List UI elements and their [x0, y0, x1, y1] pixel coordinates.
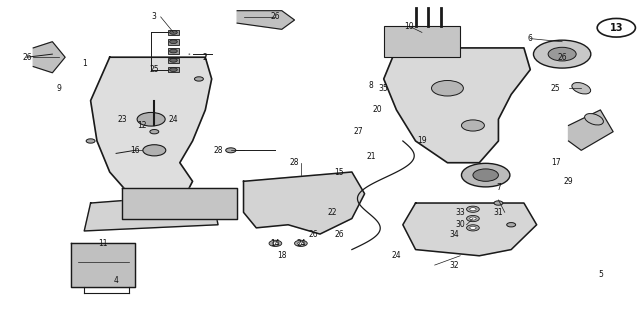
Circle shape [86, 139, 95, 143]
Circle shape [597, 18, 636, 37]
Text: 23: 23 [118, 115, 127, 124]
Circle shape [298, 242, 304, 245]
Text: 26: 26 [271, 13, 280, 21]
Ellipse shape [584, 114, 604, 125]
Circle shape [470, 217, 476, 220]
Text: 25: 25 [150, 65, 159, 74]
Polygon shape [237, 11, 294, 29]
Text: 24: 24 [392, 251, 401, 260]
Text: 8: 8 [369, 81, 373, 90]
Polygon shape [84, 194, 218, 231]
Circle shape [170, 68, 177, 71]
Polygon shape [568, 110, 613, 150]
Text: 33: 33 [455, 208, 465, 217]
Text: 6: 6 [528, 34, 532, 43]
Text: 17: 17 [551, 158, 561, 167]
Text: 32: 32 [449, 261, 459, 269]
Text: 9: 9 [56, 84, 61, 93]
Bar [168, 48, 179, 54]
Circle shape [548, 47, 576, 61]
Text: 26: 26 [309, 229, 319, 239]
Circle shape [467, 206, 479, 212]
Ellipse shape [572, 83, 591, 94]
Bar [168, 67, 179, 72]
Text: 1: 1 [82, 59, 86, 68]
Circle shape [294, 240, 307, 246]
Text: 13: 13 [609, 23, 623, 33]
Circle shape [272, 242, 278, 245]
Text: 10: 10 [404, 22, 414, 31]
Circle shape [195, 77, 204, 81]
Text: 11: 11 [99, 239, 108, 248]
Circle shape [150, 130, 159, 134]
Circle shape [461, 163, 510, 187]
Text: 35: 35 [379, 84, 388, 93]
Polygon shape [91, 57, 212, 203]
Text: 4: 4 [114, 276, 118, 285]
Circle shape [137, 112, 165, 126]
Bar [168, 30, 179, 35]
Text: 16: 16 [131, 146, 140, 155]
Text: 26: 26 [22, 53, 32, 62]
Text: 12: 12 [137, 121, 147, 130]
Circle shape [507, 223, 516, 227]
Text: 26: 26 [557, 53, 567, 62]
Circle shape [534, 40, 591, 68]
Circle shape [170, 49, 177, 53]
Text: 30: 30 [455, 220, 465, 229]
Polygon shape [33, 42, 65, 73]
Circle shape [269, 240, 282, 246]
Circle shape [170, 31, 177, 34]
Text: 15: 15 [334, 167, 344, 177]
Text: 27: 27 [353, 127, 363, 136]
Text: 7: 7 [496, 183, 501, 192]
Polygon shape [384, 48, 531, 163]
Circle shape [467, 215, 479, 222]
Bar [384, 26, 460, 57]
Text: 18: 18 [277, 251, 287, 260]
Text: 28: 28 [290, 158, 300, 167]
Circle shape [170, 40, 177, 44]
Text: 2: 2 [203, 53, 207, 62]
Text: 3: 3 [152, 13, 157, 21]
Circle shape [431, 80, 463, 96]
Text: 25: 25 [551, 84, 561, 93]
Text: 24: 24 [168, 115, 179, 124]
Circle shape [461, 120, 484, 131]
Text: 29: 29 [564, 177, 573, 186]
Circle shape [470, 226, 476, 229]
Text: 28: 28 [213, 146, 223, 155]
Circle shape [170, 59, 177, 62]
Text: 5: 5 [598, 270, 603, 279]
Circle shape [226, 148, 236, 153]
Circle shape [143, 145, 166, 156]
Text: 26: 26 [334, 229, 344, 239]
Circle shape [470, 208, 476, 211]
Circle shape [473, 169, 499, 181]
Text: 24: 24 [296, 239, 306, 248]
Polygon shape [122, 187, 237, 218]
Text: 22: 22 [328, 208, 337, 217]
Circle shape [494, 201, 503, 205]
Text: 34: 34 [449, 229, 459, 239]
Text: 20: 20 [372, 105, 382, 115]
Bar [168, 39, 179, 44]
Bar [168, 58, 179, 63]
Polygon shape [403, 203, 537, 256]
Polygon shape [72, 244, 135, 287]
Text: 14: 14 [271, 239, 280, 248]
Text: 21: 21 [366, 152, 376, 161]
Polygon shape [244, 172, 365, 234]
Text: 19: 19 [417, 136, 427, 146]
Text: 31: 31 [493, 208, 503, 217]
Circle shape [467, 225, 479, 231]
